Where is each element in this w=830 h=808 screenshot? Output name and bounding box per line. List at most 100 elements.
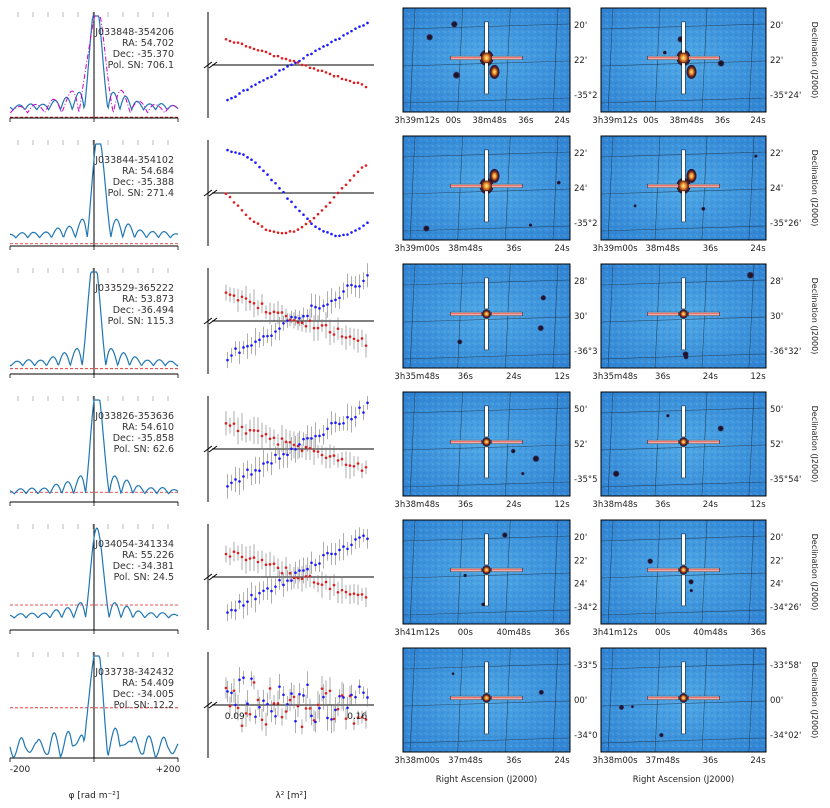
ra-tick-label: 36s	[458, 372, 474, 382]
image-grid-line	[654, 391, 661, 497]
stokes-u-point	[266, 702, 269, 706]
stokes-q-point	[304, 707, 308, 710]
stokes-u-point	[338, 234, 341, 238]
stokes-u-point	[242, 89, 245, 92]
stokes-q-point	[340, 694, 344, 697]
stokes-qu-panel	[203, 140, 374, 246]
radio-source-blob	[482, 437, 491, 447]
background-source	[647, 558, 654, 565]
stokes-u-point	[238, 480, 241, 483]
ra-tick-label: 3h35m48s	[592, 372, 638, 382]
stokes-u-point	[234, 478, 237, 481]
stokes-q-point	[248, 217, 252, 220]
image-grid-line	[600, 97, 767, 104]
stokes-u-point	[286, 197, 289, 200]
stokes-u-point	[238, 600, 241, 603]
stokes-q-point	[328, 330, 332, 334]
ra-tick-label: 3h39m00s	[592, 244, 638, 254]
stokes-u-point	[246, 88, 249, 92]
stokes-u-point	[354, 695, 357, 699]
ra-tick-label: 24s	[554, 756, 570, 766]
dec-tick-label: 24'	[574, 184, 587, 194]
stokes-q-point	[268, 437, 272, 441]
stokes-u-point	[246, 702, 249, 705]
stokes-q-point	[264, 723, 268, 726]
stokes-q-point	[272, 54, 276, 58]
image-grid-line	[654, 263, 661, 369]
ra-tick-label: 00s	[458, 628, 474, 638]
stokes-u-point	[234, 609, 237, 612]
stokes-u-point	[346, 233, 349, 236]
stokes-q-point	[336, 191, 340, 195]
stokes-q-point	[276, 702, 280, 705]
stokes-u-point	[322, 553, 325, 557]
source-name-label: J033844-354102	[94, 155, 174, 166]
image-grid-line	[552, 135, 559, 241]
stokes-u-point	[322, 433, 325, 437]
dec-tick-label: 24'	[574, 580, 587, 590]
ra-tick-label: 12s	[750, 372, 766, 382]
stokes-q-point	[328, 72, 332, 76]
background-source	[481, 602, 486, 607]
image-grid-line	[748, 135, 755, 241]
stokes-q-point	[312, 67, 316, 70]
stokes-u-point	[258, 338, 261, 342]
stokes-q-point	[260, 49, 264, 53]
stokes-q-point	[224, 422, 228, 425]
stokes-u-point	[338, 37, 341, 40]
image-grid-line	[457, 647, 463, 753]
radio-source-blob	[489, 64, 500, 79]
stokes-u-point	[274, 585, 277, 588]
ra-tick-label: 3h38m48s	[592, 500, 638, 510]
stokes-u-point	[262, 699, 265, 703]
image-grid-line	[505, 391, 511, 497]
stokes-u-point	[258, 165, 261, 169]
dec-axis-label: Declination (J2000)	[810, 534, 819, 611]
stokes-q-point	[288, 698, 292, 702]
dec-tick-label: 00'	[574, 696, 587, 706]
stokes-u-point	[294, 61, 297, 65]
stokes-u-point	[238, 351, 241, 355]
image-frame	[600, 7, 767, 113]
image-panel-total: 3h38m00s 37m48s 36s 24s -33°5 00' -34°0	[394, 647, 598, 766]
stokes-q-point	[328, 455, 332, 458]
faraday-spectrum-curve	[9, 399, 179, 495]
stokes-q-point	[284, 231, 288, 235]
radio-source-blob	[679, 437, 688, 447]
stokes-u-point	[322, 45, 325, 48]
crosshair-marker	[681, 149, 686, 182]
stokes-u-point	[322, 695, 325, 699]
stokes-u-point	[306, 436, 309, 440]
stokes-u-point	[322, 304, 325, 308]
ra-tick-label: 3h39m12s	[394, 116, 440, 126]
dec-axis-label: Declination (J2000)	[810, 662, 819, 739]
image-grid-line	[701, 7, 708, 113]
stokes-q-point	[304, 64, 308, 67]
stokes-q-point	[244, 558, 248, 562]
stokes-u-point	[226, 485, 229, 488]
stokes-q-point	[308, 319, 312, 323]
stokes-q-point	[348, 593, 352, 596]
stokes-q-point	[360, 593, 364, 596]
stokes-u-point	[342, 421, 345, 425]
stokes-u-point	[350, 543, 353, 547]
dec-tick-label: 22'	[770, 56, 783, 66]
stokes-q-point	[268, 52, 272, 56]
dec-tick-label: -35°54'	[770, 475, 801, 485]
stokes-q-point	[348, 79, 352, 83]
stokes-u-point	[358, 406, 361, 409]
background-source	[463, 573, 468, 578]
stokes-q-point	[252, 302, 256, 305]
stokes-u-point	[314, 225, 317, 229]
stokes-q-point	[340, 77, 344, 81]
stokes-u-point	[338, 694, 341, 698]
stokes-u-point	[274, 453, 277, 457]
stokes-q-point	[260, 302, 264, 305]
axis-break-mark	[208, 701, 218, 709]
stokes-q-point	[256, 48, 260, 52]
stokes-q-point	[348, 335, 352, 338]
